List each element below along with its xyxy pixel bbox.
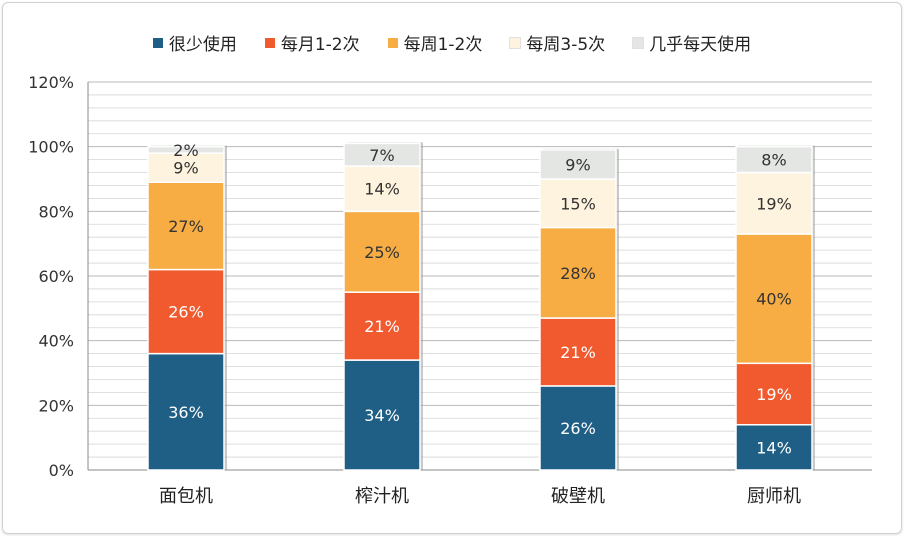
data-label: 14% — [756, 438, 792, 457]
legend-item: 几乎每天使用 — [632, 30, 752, 55]
x-tick-label: 榨汁机 — [355, 486, 409, 507]
legend-swatch — [632, 36, 645, 49]
data-label: 27% — [168, 217, 204, 236]
data-label: 21% — [560, 343, 596, 362]
legend-swatch — [264, 37, 275, 48]
y-tick-label: 40% — [38, 332, 74, 351]
data-label: 40% — [756, 290, 792, 309]
data-label: 9% — [173, 159, 198, 178]
bar-segment — [539, 149, 617, 180]
data-label: 7% — [369, 146, 394, 165]
y-tick-label: 80% — [38, 202, 74, 221]
y-tick-label: 120% — [28, 73, 74, 92]
bar-segment — [735, 423, 813, 471]
data-label: 9% — [565, 155, 590, 174]
data-label: 21% — [364, 317, 400, 336]
bar-segment — [343, 291, 421, 361]
legend-label: 每周1-2次 — [403, 35, 483, 55]
data-label: 28% — [560, 264, 596, 283]
y-tick-label: 100% — [28, 138, 74, 157]
bar-segment — [147, 152, 225, 183]
data-label: 19% — [756, 385, 792, 404]
bar-segment — [735, 171, 813, 235]
data-label: 15% — [560, 194, 596, 213]
legend-label: 几乎每天使用 — [649, 35, 752, 55]
legend-item: 每周1-2次 — [387, 30, 483, 55]
data-label: 2% — [173, 141, 198, 160]
y-tick-label: 20% — [38, 396, 74, 415]
data-label: 34% — [364, 406, 400, 425]
data-label: 14% — [364, 180, 400, 199]
legend-swatch — [387, 37, 398, 48]
legend-item: 每周3-5次 — [509, 30, 606, 55]
bar-segment — [343, 142, 421, 167]
y-tick-label: 60% — [38, 267, 74, 286]
legend-item: 很少使用 — [152, 30, 237, 55]
bar-segment — [735, 233, 813, 365]
data-label: 26% — [560, 419, 596, 438]
x-tick-label: 厨师机 — [747, 486, 801, 507]
legend-swatch — [509, 36, 522, 49]
bar-segment — [343, 165, 421, 213]
data-label: 19% — [756, 194, 792, 213]
bar-segment — [147, 268, 225, 355]
bar-segment — [539, 226, 617, 319]
bar-segment — [147, 145, 225, 154]
x-tick-label: 破壁机 — [551, 486, 605, 507]
legend-swatch — [152, 37, 163, 48]
legend-label: 每周3-5次 — [526, 35, 606, 55]
data-label: 25% — [364, 243, 400, 262]
legend-label: 每月1-2次 — [280, 35, 360, 55]
data-label: 36% — [168, 403, 204, 422]
bar-segment — [735, 362, 813, 426]
bar-segment — [343, 359, 421, 471]
bar-segment — [147, 181, 225, 271]
bar-segment — [735, 145, 813, 174]
y-tick-label: 0% — [49, 461, 74, 480]
data-label: 26% — [168, 303, 204, 322]
x-tick-label: 面包机 — [159, 486, 213, 507]
data-label: 8% — [761, 151, 786, 170]
legend-label: 很少使用 — [168, 35, 237, 55]
bar-segment — [539, 385, 617, 471]
bar-segment — [147, 352, 225, 471]
bar-segment — [539, 317, 617, 387]
bar-segment — [539, 178, 617, 229]
chart-legend: 很少使用 每月1-2次 每周1-2次 每周3-5次 几乎每天使用 — [0, 30, 904, 55]
bar-segment — [343, 210, 421, 293]
legend-item: 每月1-2次 — [264, 30, 360, 55]
